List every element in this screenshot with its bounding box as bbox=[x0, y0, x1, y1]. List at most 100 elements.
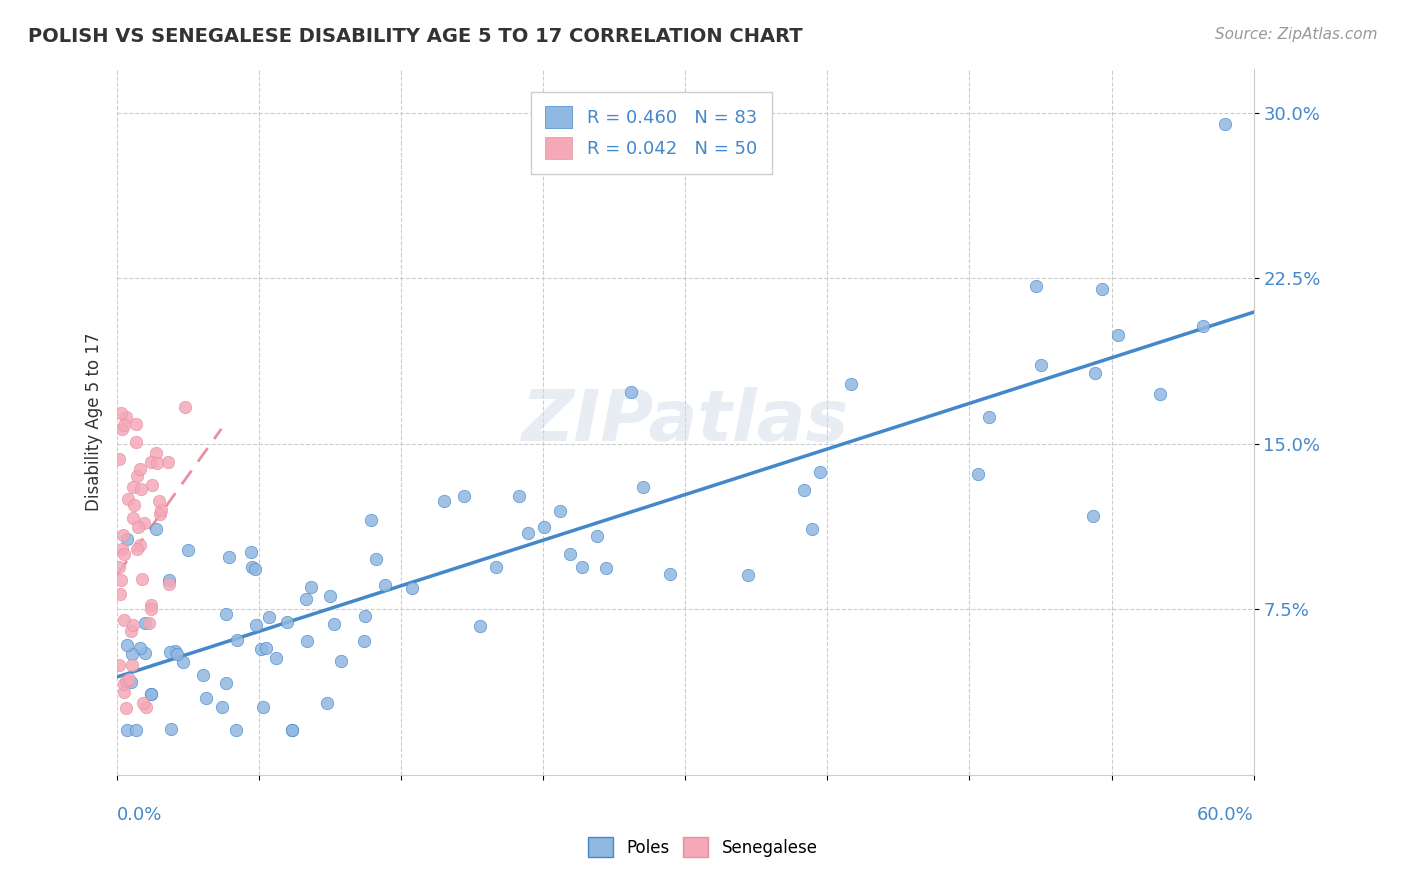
Point bbox=[156, 455, 179, 469]
Point bbox=[111, 422, 134, 436]
Point bbox=[114, 673, 136, 688]
Point bbox=[737, 568, 759, 582]
Point bbox=[211, 699, 233, 714]
Text: POLISH VS SENEGALESE DISABILITY AGE 5 TO 17 CORRELATION CHART: POLISH VS SENEGALESE DISABILITY AGE 5 TO… bbox=[28, 27, 803, 45]
Point bbox=[215, 607, 238, 621]
Text: ZIPatlas: ZIPatlas bbox=[522, 387, 849, 456]
Point bbox=[322, 616, 344, 631]
Point bbox=[145, 446, 167, 460]
Point bbox=[508, 490, 530, 504]
Point bbox=[174, 400, 197, 414]
Point bbox=[353, 633, 375, 648]
Point bbox=[1192, 319, 1215, 334]
Point bbox=[159, 645, 181, 659]
Point bbox=[128, 538, 150, 552]
Point bbox=[319, 589, 342, 603]
Point bbox=[125, 417, 148, 432]
Point bbox=[125, 541, 148, 556]
Point bbox=[115, 638, 138, 652]
Point bbox=[139, 687, 162, 701]
Text: Source: ZipAtlas.com: Source: ZipAtlas.com bbox=[1215, 27, 1378, 42]
Point bbox=[245, 617, 267, 632]
Point bbox=[111, 542, 134, 557]
Point bbox=[112, 417, 135, 432]
Point bbox=[373, 578, 395, 592]
Point bbox=[134, 615, 156, 630]
Point bbox=[453, 490, 475, 504]
Point bbox=[127, 469, 149, 483]
Point bbox=[138, 615, 160, 630]
Point bbox=[366, 551, 388, 566]
Point bbox=[108, 560, 131, 574]
Point bbox=[586, 529, 609, 543]
Point bbox=[226, 633, 249, 648]
Point bbox=[1107, 327, 1129, 342]
Point bbox=[560, 547, 582, 561]
Point bbox=[117, 492, 139, 507]
Point bbox=[139, 687, 162, 701]
Point bbox=[194, 691, 217, 706]
Point bbox=[360, 513, 382, 527]
Point bbox=[108, 657, 131, 672]
Point bbox=[145, 522, 167, 536]
Point bbox=[122, 618, 145, 632]
Point bbox=[177, 542, 200, 557]
Point bbox=[254, 640, 277, 655]
Point bbox=[121, 511, 143, 525]
Point bbox=[193, 668, 215, 682]
Point bbox=[432, 494, 454, 508]
Point bbox=[259, 610, 281, 624]
Point bbox=[112, 547, 135, 561]
Point bbox=[252, 699, 274, 714]
Point bbox=[571, 559, 593, 574]
Point bbox=[839, 377, 862, 392]
Point bbox=[108, 587, 131, 601]
Point bbox=[977, 409, 1000, 424]
Point bbox=[658, 566, 681, 581]
Point bbox=[595, 560, 617, 574]
Point bbox=[122, 499, 145, 513]
Point bbox=[115, 723, 138, 738]
Point bbox=[808, 465, 831, 479]
Point bbox=[218, 550, 240, 565]
Point bbox=[485, 560, 508, 574]
Point bbox=[225, 723, 247, 738]
Point bbox=[124, 723, 146, 738]
Point bbox=[121, 657, 143, 672]
Point bbox=[250, 642, 273, 657]
Point bbox=[243, 562, 266, 576]
Point bbox=[281, 723, 304, 738]
Point bbox=[215, 676, 238, 690]
Legend: Poles, Senegalese: Poles, Senegalese bbox=[581, 829, 825, 866]
Point bbox=[139, 602, 162, 616]
Point bbox=[299, 580, 322, 594]
Point bbox=[121, 480, 143, 494]
Point bbox=[112, 528, 135, 542]
Point bbox=[620, 384, 643, 399]
Point bbox=[110, 407, 132, 421]
Point bbox=[135, 700, 157, 714]
Point bbox=[1084, 366, 1107, 380]
Point bbox=[146, 457, 169, 471]
Point bbox=[115, 409, 138, 424]
Point bbox=[125, 434, 148, 449]
Point bbox=[131, 572, 153, 586]
Point bbox=[315, 696, 337, 710]
Point bbox=[117, 672, 139, 686]
Point bbox=[157, 577, 180, 591]
Point bbox=[112, 613, 135, 627]
Point bbox=[294, 591, 316, 606]
Point bbox=[240, 560, 263, 574]
Point bbox=[120, 624, 142, 638]
Point bbox=[120, 675, 142, 690]
Point bbox=[354, 608, 377, 623]
Point bbox=[533, 520, 555, 534]
Point bbox=[129, 482, 152, 496]
Point bbox=[127, 520, 149, 534]
Point bbox=[1149, 386, 1171, 401]
Point bbox=[1025, 278, 1047, 293]
Point bbox=[165, 643, 187, 657]
Point bbox=[329, 655, 352, 669]
Point bbox=[141, 478, 163, 492]
Point bbox=[108, 452, 131, 467]
